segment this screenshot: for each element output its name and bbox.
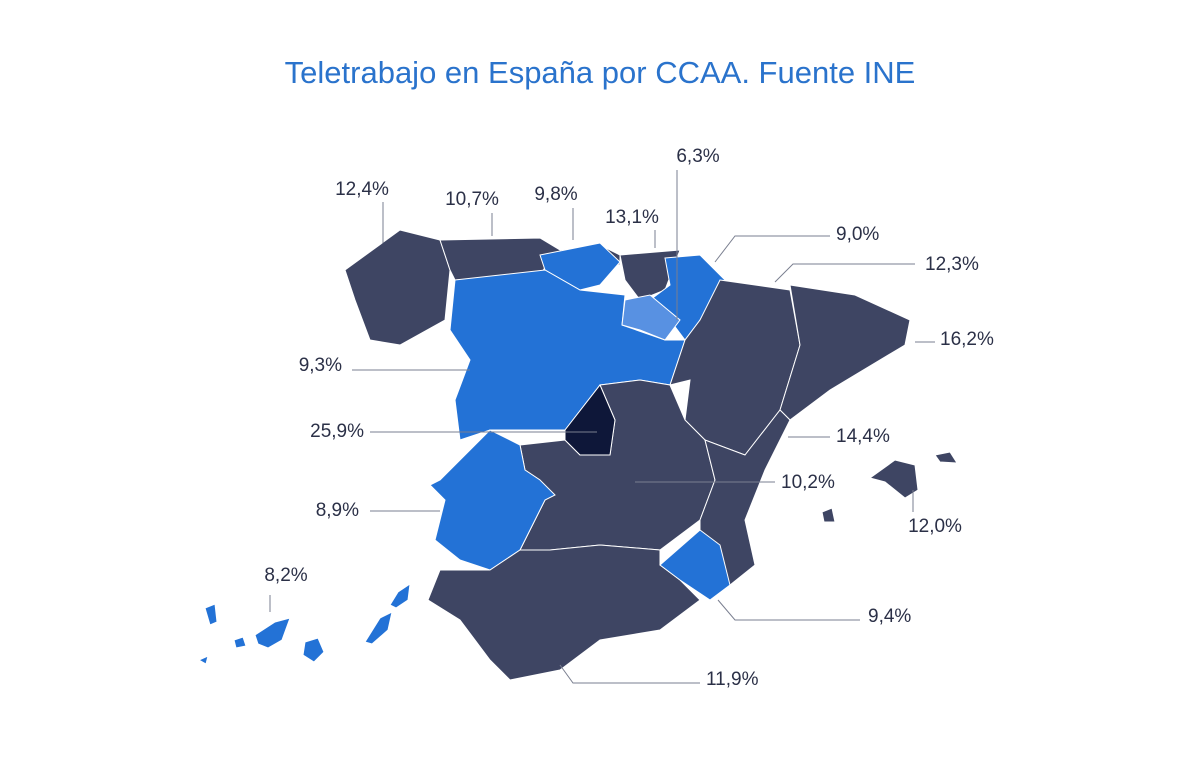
region: [564, 384, 616, 456]
value-label: 9,4%: [868, 606, 911, 627]
value-label: 9,0%: [836, 224, 879, 245]
region: [619, 249, 681, 301]
value-label: 6,3%: [676, 146, 719, 167]
region: [197, 655, 209, 665]
value-label: 8,2%: [264, 565, 307, 586]
leader-line: [717, 599, 860, 621]
region: [659, 529, 731, 601]
region: [621, 294, 681, 341]
region: [233, 636, 247, 649]
region: [779, 284, 911, 421]
value-label: 14,4%: [836, 426, 890, 447]
region: [429, 429, 556, 571]
leader-lines: [269, 170, 935, 684]
value-label: 8,9%: [316, 500, 359, 521]
value-label: 13,1%: [605, 207, 659, 228]
region: [821, 507, 836, 523]
value-label: 11,9%: [706, 669, 759, 690]
region: [934, 451, 958, 464]
value-label: 10,2%: [781, 472, 835, 493]
value-labels: 12,4% 10,7% 9,8% 13,1% 6,3% 9,0% 12,3% 1…: [264, 146, 994, 690]
leader-line: [714, 235, 830, 263]
map-title: Teletrabajo en España por CCAA. Fuente I…: [285, 55, 916, 90]
regions: [197, 229, 958, 681]
region: [699, 409, 791, 586]
region: [204, 603, 218, 626]
leader-line: [774, 263, 915, 283]
value-label: 12,4%: [335, 179, 389, 200]
value-label: 16,2%: [940, 329, 994, 350]
region: [427, 544, 701, 681]
value-label: 9,3%: [299, 355, 342, 376]
value-label: 25,9%: [310, 421, 364, 442]
region: [868, 459, 919, 499]
value-label: 10,7%: [445, 189, 499, 210]
value-label: 12,3%: [925, 254, 979, 275]
leader-line: [559, 664, 700, 684]
region: [389, 582, 411, 609]
region: [344, 229, 451, 346]
region: [364, 611, 393, 645]
value-label: 9,8%: [534, 184, 577, 205]
value-label: 12,0%: [908, 516, 962, 537]
region: [302, 637, 325, 663]
region: [254, 617, 291, 649]
